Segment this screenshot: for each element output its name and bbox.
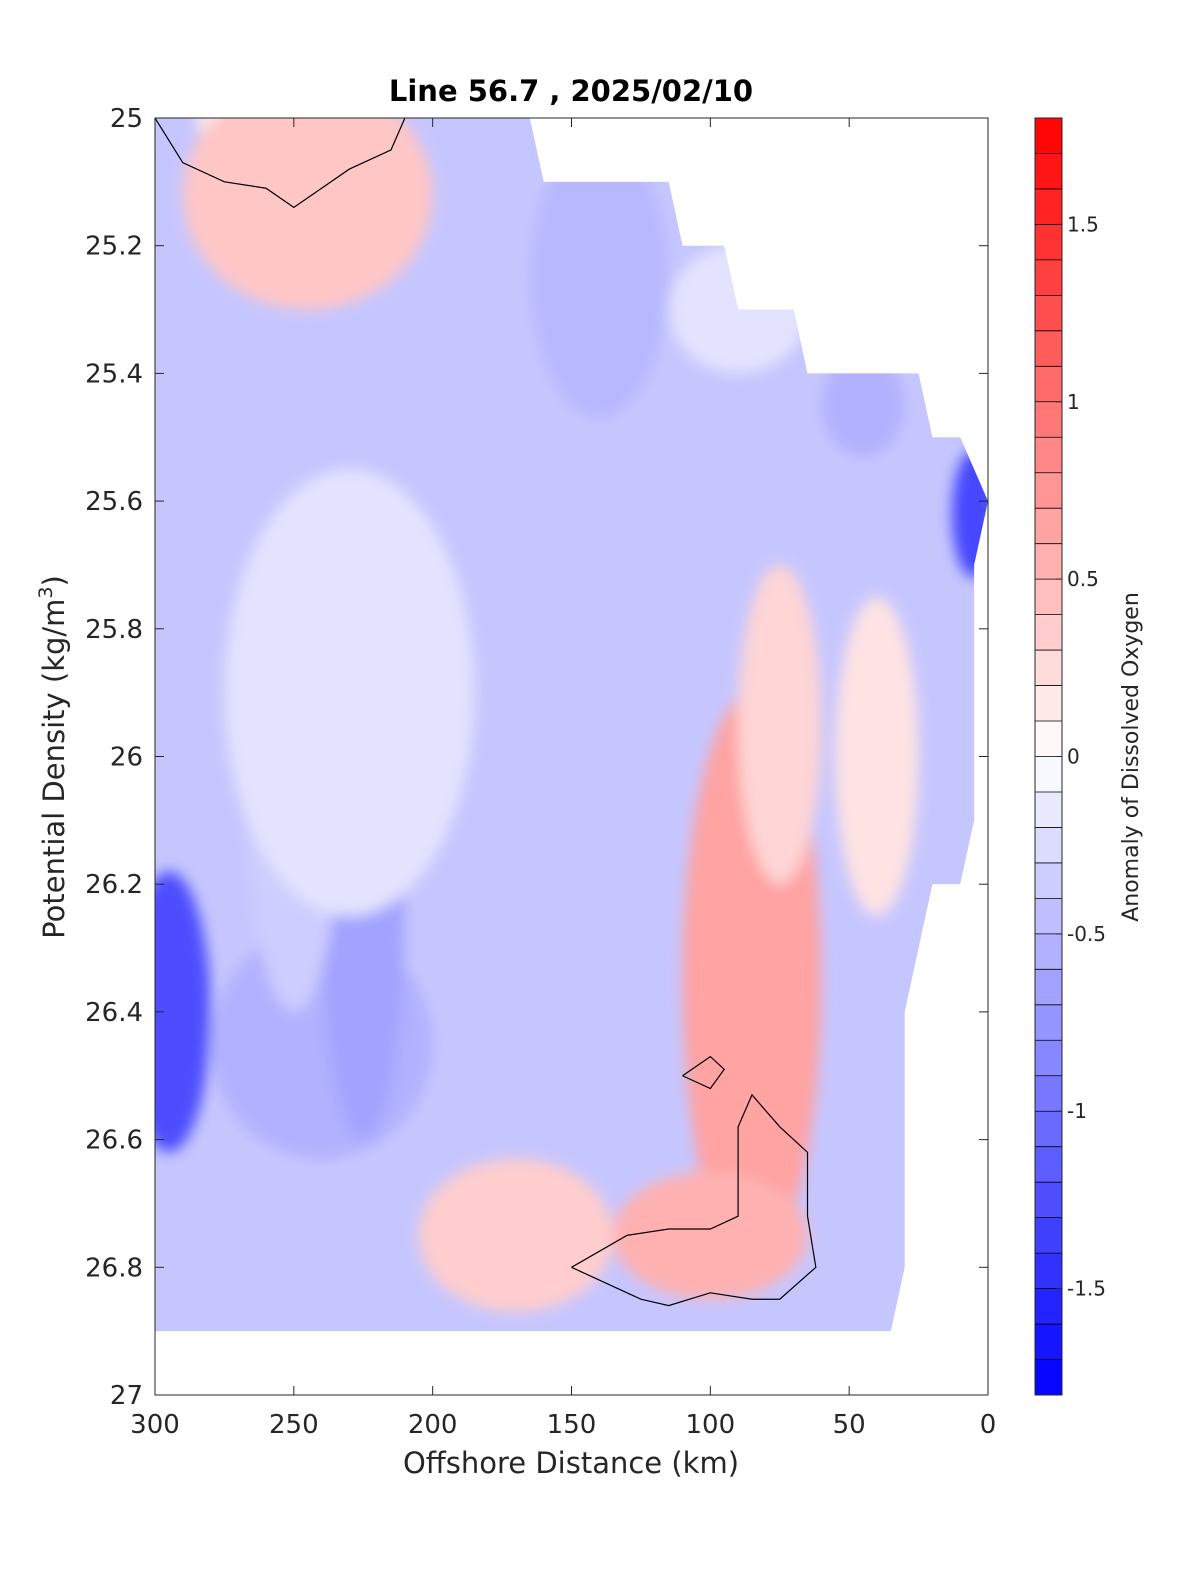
anomaly-blob	[182, 118, 433, 310]
y-tick-label: 25.4	[85, 359, 143, 389]
colorbar-level	[1035, 614, 1062, 651]
colorbar-level	[1035, 295, 1062, 332]
colorbar-level	[1035, 1004, 1062, 1041]
colorbar-tick-label: 1	[1067, 390, 1080, 414]
colorbar-tick-label: -0.5	[1067, 922, 1106, 946]
x-tick-label: 0	[980, 1410, 997, 1440]
y-tick-label: 25.2	[85, 232, 143, 262]
y-axis-title-close: )	[37, 575, 71, 586]
colorbar-level	[1035, 827, 1062, 864]
y-tick-label: 26.6	[85, 1126, 143, 1156]
colorbar-level	[1035, 437, 1062, 474]
colorbar-level	[1035, 259, 1062, 296]
x-axis-title: Offshore Distance (km)	[403, 1446, 739, 1480]
x-tick-label: 50	[833, 1410, 866, 1440]
colorbar-title: Anomaly of Dissolved Oxygen	[1119, 592, 1144, 922]
y-tick-label: 26	[110, 743, 143, 773]
colorbar-level	[1035, 898, 1062, 935]
anomaly-blob	[224, 469, 475, 917]
colorbar-level	[1035, 401, 1062, 438]
zero-contours	[155, 118, 817, 1307]
colorbar-level	[1035, 650, 1062, 687]
colorbar-level	[1035, 330, 1062, 367]
colorbar-level	[1035, 1217, 1062, 1254]
colorbar-level	[1035, 366, 1062, 403]
zero-contour-line	[682, 1055, 726, 1090]
y-tick-label: 26.2	[85, 870, 143, 900]
colorbar-tick-label: -1.5	[1067, 1277, 1106, 1301]
colorbar-level	[1035, 1253, 1062, 1290]
x-tick-label: 200	[408, 1410, 458, 1440]
y-tick-label: 26.4	[85, 998, 143, 1028]
colorbar-level	[1035, 969, 1062, 1006]
colorbar-tick-label: -1	[1067, 1099, 1087, 1123]
colorbar-level	[1035, 933, 1062, 970]
x-tick-label: 250	[269, 1410, 319, 1440]
anomaly-blob	[951, 450, 988, 578]
x-tick-label: 300	[130, 1410, 180, 1440]
x-tick-label: 100	[686, 1410, 736, 1440]
y-tick-label: 25.8	[85, 615, 143, 645]
anomaly-blob	[529, 137, 669, 419]
colorbar-level	[1035, 224, 1062, 261]
colorbar-level	[1035, 1359, 1062, 1396]
colorbar-level	[1035, 1324, 1062, 1361]
anomaly-blob	[155, 871, 211, 1153]
colorbar-level	[1035, 791, 1062, 828]
y-axis-title: Potential Density (kg/m3)	[35, 575, 71, 939]
y-axis-title-superscript: 3	[35, 586, 57, 598]
colorbar-level	[1035, 862, 1062, 899]
anomaly-blob	[418, 1158, 614, 1312]
anomaly-blob	[821, 354, 905, 457]
y-tick-label: 26.8	[85, 1253, 143, 1283]
x-axis: 300 250 200 150 100 50 0	[130, 118, 996, 1440]
y-tick-label: 25	[110, 104, 143, 134]
colorbar-level	[1035, 472, 1062, 509]
zero-contour-line	[571, 1093, 817, 1307]
y-axis-title-main: Potential Density (kg/m	[37, 599, 71, 939]
colorbar-level	[1035, 1288, 1062, 1325]
colorbar-level	[1035, 118, 1062, 154]
colorbar: 1.5 1 0.5 0 -0.5 -1 -1.5	[1034, 117, 1106, 1396]
colorbar-level	[1035, 153, 1062, 190]
y-tick-label: 25.6	[85, 487, 143, 517]
colorbar-level	[1035, 508, 1062, 545]
colorbar-level	[1035, 188, 1062, 225]
anomaly-blob	[835, 596, 919, 917]
anomaly-blob	[738, 564, 822, 885]
colorbar-tick-label: 1.5	[1067, 212, 1099, 236]
colorbar-level	[1035, 756, 1062, 793]
anomaly-blob	[613, 1171, 808, 1300]
colorbar-level	[1035, 1075, 1062, 1112]
colorbar-tick-label: 0	[1067, 745, 1080, 769]
colorbar-level	[1035, 1146, 1062, 1183]
y-tick-label: 27	[110, 1381, 143, 1411]
field-anomaly-blobs	[155, 118, 988, 1312]
colorbar-level	[1035, 721, 1062, 757]
colorbar-level	[1035, 685, 1062, 722]
colorbar-level	[1035, 1182, 1062, 1219]
x-tick-label: 150	[547, 1410, 597, 1440]
plot-area: 300 250 200 150 100 50 0 2525.225.425.625.8262…	[85, 104, 996, 1440]
colorbar-tick-label: 0.5	[1067, 567, 1099, 591]
colorbar-level	[1035, 1111, 1062, 1148]
zero-contour-line	[155, 118, 406, 209]
colorbar-level	[1035, 579, 1062, 616]
colorbar-level	[1035, 1040, 1062, 1077]
y-axis: 25 25.2 25.4 25.6 25.8 26 26.2 26.4 26.6 26.8 27	[85, 104, 988, 1411]
colorbar-level	[1035, 543, 1062, 580]
chart-title: Line 56.7 , 2025/02/10	[389, 74, 753, 108]
